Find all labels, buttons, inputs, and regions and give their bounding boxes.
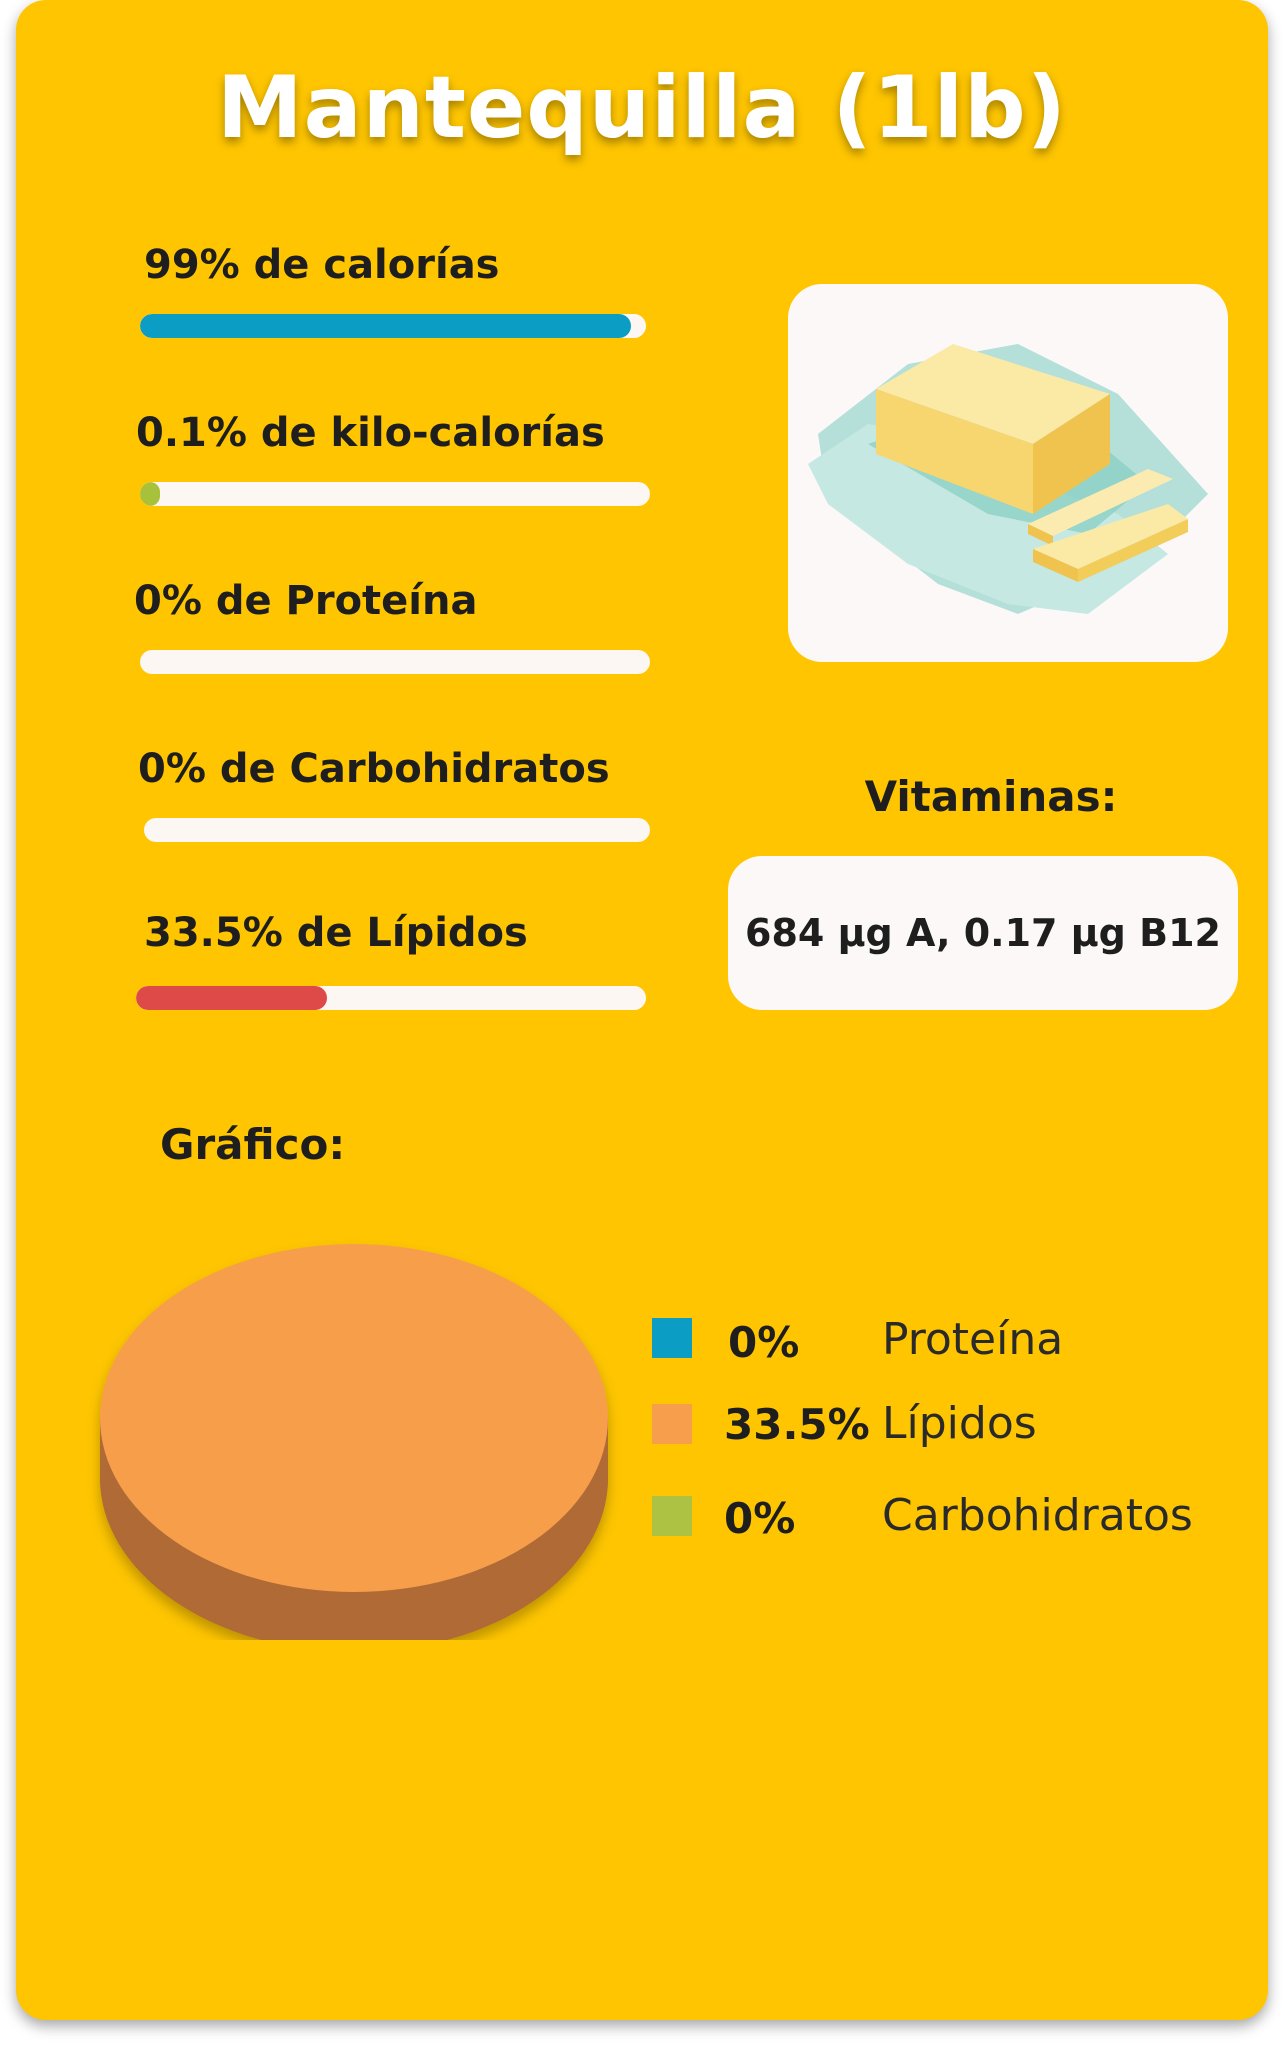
vitamins-title: Vitaminas: <box>864 772 1118 821</box>
progress-bar-kilocalories <box>140 482 650 506</box>
legend-percent-protein: 0% <box>728 1318 800 1367</box>
food-image-frame <box>788 284 1228 662</box>
legend-label-lipids: Lípidos <box>882 1398 1037 1449</box>
progress-fill-calories <box>140 314 631 338</box>
stat-label-protein: 0% de Proteína <box>134 578 478 624</box>
legend-percent-carbohydrates: 0% <box>724 1494 796 1543</box>
legend-swatch-lipids <box>652 1404 692 1444</box>
page-title: Mantequilla (1lb) <box>217 58 1067 158</box>
butter-icon <box>808 344 1208 614</box>
progress-bar-lipids <box>136 986 646 1010</box>
stat-label-carbohydrates: 0% de Carbohidratos <box>138 746 610 792</box>
legend-label-carbohydrates: Carbohidratos <box>882 1490 1193 1541</box>
legend-swatch-carbohydrates <box>652 1496 692 1536</box>
legend-swatch-protein <box>652 1318 692 1358</box>
pie-chart <box>100 1244 608 1640</box>
vitamins-box: 684 µg A, 0.17 µg B12 <box>728 856 1238 1010</box>
pie-slice-top <box>100 1244 608 1592</box>
progress-bar-calories <box>140 314 646 338</box>
stat-label-kilocalories: 0.1% de kilo-calorías <box>136 410 605 456</box>
progress-bar-carbohydrates <box>144 818 650 842</box>
chart-title: Gráfico: <box>160 1120 346 1169</box>
stat-label-lipids: 33.5% de Lípidos <box>144 910 528 956</box>
legend-percent-lipids: 33.5% <box>724 1400 870 1449</box>
legend-label-protein: Proteína <box>882 1314 1064 1365</box>
progress-bar-protein <box>140 650 650 674</box>
stat-label-calories: 99% de calorías <box>144 242 500 288</box>
progress-fill-lipids <box>136 986 328 1010</box>
nutrition-card: Mantequilla (1lb) 99% de calorías 0.1% d… <box>16 0 1268 2020</box>
vitamins-value: 684 µg A, 0.17 µg B12 <box>745 911 1221 955</box>
progress-fill-kilocalories <box>140 482 161 506</box>
